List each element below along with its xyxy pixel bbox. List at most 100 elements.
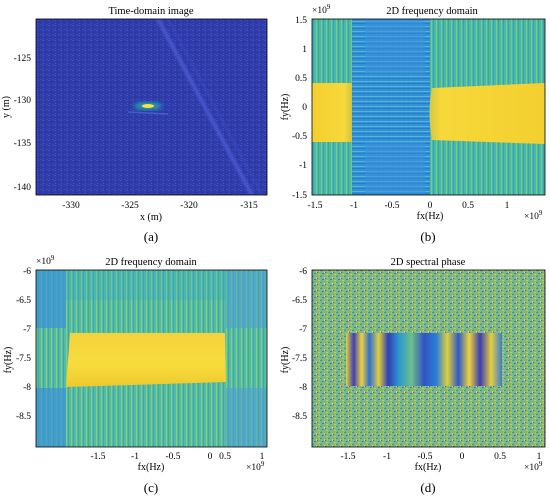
panel-a-xtick: -320 <box>180 201 198 211</box>
panel-b-xtick: -0.5 <box>384 201 399 211</box>
panel-c-y-multiplier: ×109 <box>36 254 55 267</box>
panel-a-title: Time-domain image <box>108 6 193 17</box>
panel-c-top-faint <box>66 270 226 300</box>
panel-a-ylabel: y (m) <box>1 96 12 118</box>
panel-b-xtick: -1 <box>350 201 358 211</box>
panel-a-xtick: -325 <box>121 201 139 211</box>
panel-d-x-ticks: -1.5 -1 -0.5 0 0.5 1 <box>340 452 541 462</box>
panel-b-plot-area <box>312 19 545 195</box>
panel-c-xtick: 1 <box>260 452 265 462</box>
panel-c-ytick: -7 <box>23 325 31 335</box>
panel-b-ytick: 1.5 <box>295 16 307 26</box>
panel-c-plot-area <box>36 270 267 447</box>
panel-d-axes-box <box>311 269 546 448</box>
panel-b-xtick: 0.5 <box>462 201 474 211</box>
panel-a-y-ticks: -125 -130 -135 -140 <box>14 54 32 193</box>
panel-d-ytick: -8 <box>299 383 307 393</box>
panel-b-ylabel: fy(Hz) <box>280 94 291 121</box>
panel-d-ytick: -7 <box>299 325 307 335</box>
panel-c-yellow-block <box>66 333 226 387</box>
panel-a-axes-box <box>35 18 268 196</box>
panel-c-right-edge-top <box>226 270 267 328</box>
panel-d-xtick: -1.5 <box>340 452 355 462</box>
panel-b-right-blob <box>429 83 545 144</box>
panel-d-xtick: 0 <box>460 452 465 462</box>
panel-c-x-ticks: -1.5 -1 -0.5 0 0.5 1 <box>90 452 264 462</box>
panel-c-y-ticks: -6 -6.5 -7 -7.5 -8 -8.5 <box>16 267 31 422</box>
panel-b-xtick: -1.5 <box>307 201 322 211</box>
panel-b-y-ticks: 1.5 1 0.5 0 -0.5 -1 -1.5 <box>292 16 307 201</box>
panel-d-phase-fringes <box>346 333 502 386</box>
panel-b-xtick: 0 <box>428 201 433 211</box>
panel-c-ytick: -8.5 <box>16 412 31 422</box>
panel-a-ytick: -125 <box>14 54 32 64</box>
panel-a-ytick: -135 <box>14 139 32 149</box>
panel-b-left-blob <box>312 83 352 142</box>
panel-c-xtick: -1 <box>131 452 139 462</box>
panel-c-title: 2D frequency domain <box>105 257 197 268</box>
panel-b: 2D frequency domain ×109 -1.5 -1 -0.5 0 … <box>280 3 546 244</box>
panel-b-x-ticks: -1.5 -1 -0.5 0 0.5 1 <box>307 201 509 211</box>
panel-d-ytick: -6 <box>299 267 307 277</box>
panel-d-xtick: 1 <box>537 452 542 462</box>
panel-c-xtick-zero: 0 <box>208 452 213 462</box>
panel-b-ytick: -1.5 <box>292 191 307 201</box>
panel-d-ylabel: fy(Hz) <box>280 347 291 374</box>
panel-d-caption: (d) <box>420 480 435 495</box>
panel-d-xtick: -1 <box>383 452 391 462</box>
panel-b-ytick: -1 <box>299 161 307 171</box>
panel-d-ytick: -7.5 <box>292 354 307 364</box>
panel-a-diagonal-streak-faint <box>167 19 263 195</box>
panel-b-ytick: -0.5 <box>292 132 307 142</box>
panel-a-diagonal-streak <box>156 19 254 195</box>
panel-a-ytick: -130 <box>14 96 32 106</box>
panel-b-ytick: 0 <box>302 103 307 113</box>
panel-c-ytick: -6 <box>23 267 31 277</box>
panel-c-ytick: -8 <box>23 383 31 393</box>
panel-a-target <box>142 104 154 108</box>
panel-c-xtick: -0.5 <box>165 452 180 462</box>
panel-d-xtick: 0.5 <box>494 452 506 462</box>
panel-a-target-sidelobe <box>127 111 169 115</box>
panel-b-xlabel: fx(Hz) <box>417 211 444 222</box>
panel-d-ytick: -6.5 <box>292 296 307 306</box>
panel-c-left-edge-bottom <box>36 388 66 447</box>
panel-b-x-multiplier: ×109 <box>524 209 543 222</box>
panel-c-left-edge-top <box>36 270 66 328</box>
panel-d-ytick: -8.5 <box>292 412 307 422</box>
panel-a-xlabel: x (m) <box>140 212 162 223</box>
panel-b-ytick: 0.5 <box>295 74 307 84</box>
panel-b-caption: (b) <box>420 229 435 244</box>
panel-a-caption: (a) <box>144 229 158 244</box>
panel-d-plot-area <box>312 270 545 447</box>
panel-a-xtick: -330 <box>62 201 80 211</box>
panel-a-xtick: -315 <box>240 201 258 211</box>
panel-a-x-ticks: -330 -325 -320 -315 <box>62 201 258 211</box>
panel-a: Time-domain image -330 -325 -320 -315 -1… <box>1 6 268 244</box>
panel-a-ytick: -140 <box>14 183 32 193</box>
panel-b-center-dark-top <box>365 19 425 74</box>
panel-d-xlabel: fx(Hz) <box>415 462 442 473</box>
panel-b-xtick: 1 <box>505 201 510 211</box>
panel-d-title: 2D spectral phase <box>391 257 466 268</box>
panel-c-right-edge-bottom <box>226 388 267 447</box>
panel-d: 2D spectral phase -1.5 -1 -0.5 0 0.5 1 ×… <box>280 257 546 495</box>
panel-c-axes-box <box>35 269 268 448</box>
panel-c-xtick: -1.5 <box>90 452 105 462</box>
panel-b-center-dark-bottom <box>365 142 425 195</box>
panel-b-y-multiplier: ×109 <box>312 3 331 16</box>
panel-d-x-multiplier: ×109 <box>524 460 543 473</box>
panel-c-ytick: -7.5 <box>16 354 31 364</box>
panel-b-title: 2D frequency domain <box>386 6 478 17</box>
panel-a-plot-area <box>36 19 267 195</box>
panel-c-xtick: 0.5 <box>219 452 231 462</box>
panel-b-ytick: 1 <box>302 45 307 55</box>
panel-c: 2D frequency domain ×109 -1.5 -1 -0.5 0 … <box>3 254 268 495</box>
panel-c-ylabel: fy(Hz) <box>3 347 14 374</box>
panel-d-xtick: -0.5 <box>417 452 432 462</box>
panel-b-axes-box <box>311 18 546 196</box>
panel-c-caption: (c) <box>144 480 158 495</box>
panel-c-ytick: -6.5 <box>16 296 31 306</box>
panel-c-x-multiplier: ×109 <box>246 460 265 473</box>
